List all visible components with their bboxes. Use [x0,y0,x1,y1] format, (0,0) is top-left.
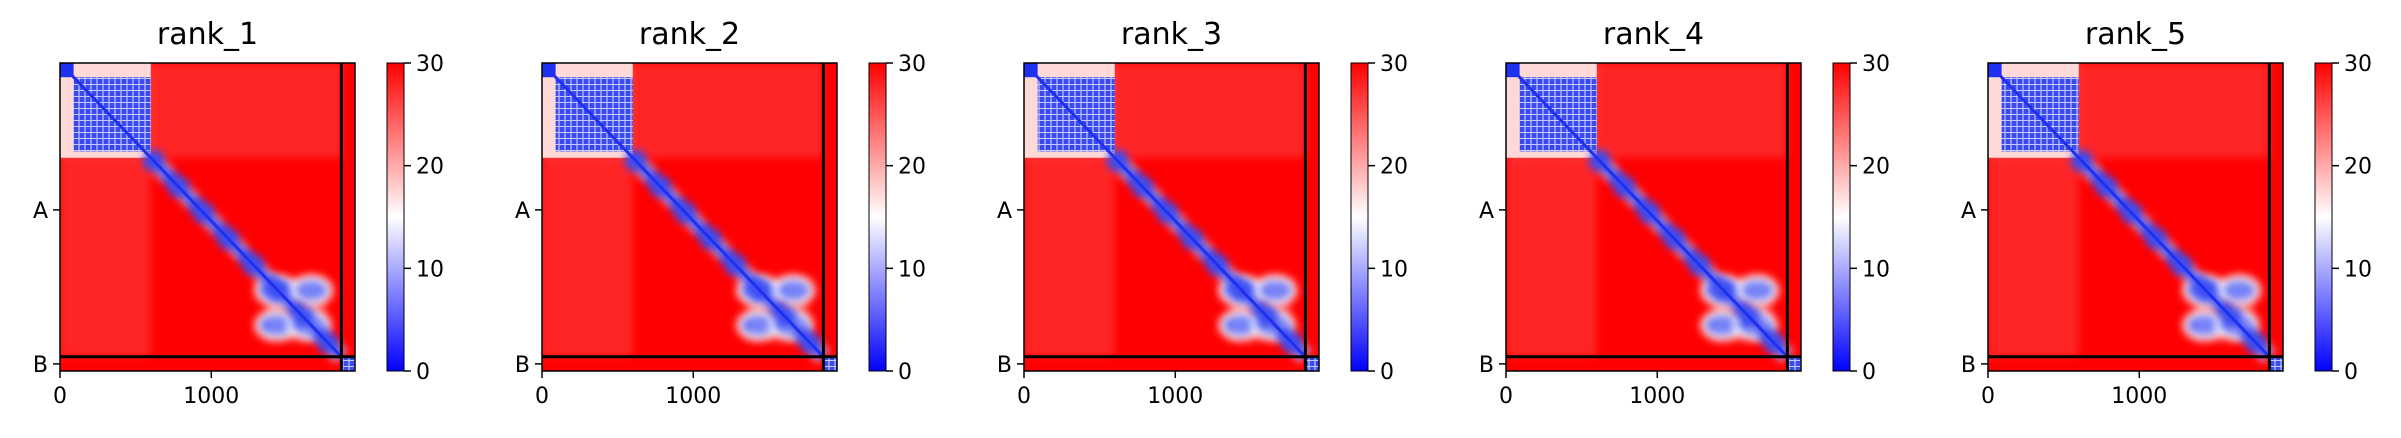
y-tick-label: B [515,353,530,378]
chain-b-block [2269,356,2283,371]
colorbar-tick-label: 10 [416,257,444,282]
y-tick-label: B [997,353,1012,378]
x-tick-label: 1000 [1147,384,1203,409]
colorbar [2314,62,2333,372]
colorbar-tick-label: 30 [416,52,444,77]
colorbar [868,62,887,372]
panel-title: rank_3 [1121,17,1222,52]
panel-title: rank_2 [639,17,740,52]
x-tick-label: 1000 [1629,384,1685,409]
colorbar-tick-label: 0 [1380,360,1394,385]
x-tick-label: 0 [53,384,67,409]
colorbar [386,62,405,372]
colorbar-tick-label: 10 [898,257,926,282]
diagonal-line [1024,63,1307,358]
y-tick-label: A [1479,199,1494,224]
x-tick-label: 0 [1017,384,1031,409]
x-tick-label: 0 [1499,384,1513,409]
colorbar-tick-label: 10 [1862,257,1890,282]
y-tick-label: A [33,199,48,224]
colorbar [1350,62,1369,372]
panel-title: rank_4 [1603,17,1704,52]
colorbar [1832,62,1851,372]
diagonal-line [1988,63,2271,358]
colorbar-tick-label: 30 [1862,52,1890,77]
plot-frame [541,62,838,372]
colorbar-tick-label: 0 [898,360,912,385]
heatmap [1024,63,1319,371]
chain-b-block [1305,356,1319,371]
panel-title: rank_5 [2085,17,2186,52]
y-tick-label: A [515,199,530,224]
y-tick-label: A [997,199,1012,224]
x-tick-label: 1000 [183,384,239,409]
y-tick-label: A [1961,199,1976,224]
y-tick-label: B [1961,353,1976,378]
plot-frame [59,62,356,372]
diagonal-line [60,63,343,358]
colorbar-tick-label: 30 [2344,52,2372,77]
colorbar-tick-label: 0 [416,360,430,385]
plot-frame [1505,62,1802,372]
chain-b-block [1787,356,1801,371]
colorbar-tick-label: 20 [416,155,444,180]
chain-b-block [823,356,837,371]
panel-title: rank_1 [157,17,258,52]
colorbar-tick-label: 20 [2344,155,2372,180]
heatmap [60,63,355,371]
colorbar-tick-label: 20 [1380,155,1408,180]
chain-b-block [341,356,355,371]
colorbar-tick-label: 0 [1862,360,1876,385]
diagonal-line [542,63,825,358]
x-tick-label: 0 [1981,384,1995,409]
colorbar-tick-label: 10 [2344,257,2372,282]
colorbar-tick-label: 10 [1380,257,1408,282]
colorbar-tick-label: 20 [1862,155,1890,180]
colorbar-tick-label: 30 [898,52,926,77]
x-tick-label: 1000 [665,384,721,409]
diagonal-line [1506,63,1789,358]
plot-frame [1987,62,2284,372]
colorbar-tick-label: 0 [2344,360,2358,385]
y-tick-label: B [33,353,48,378]
plot-frame [1023,62,1320,372]
heatmap [1506,63,1801,371]
x-tick-label: 1000 [2111,384,2167,409]
heatmap [1988,63,2283,371]
heatmap [542,63,837,371]
y-tick-label: B [1479,353,1494,378]
x-tick-label: 0 [535,384,549,409]
colorbar-tick-label: 20 [898,155,926,180]
colorbar-tick-label: 30 [1380,52,1408,77]
